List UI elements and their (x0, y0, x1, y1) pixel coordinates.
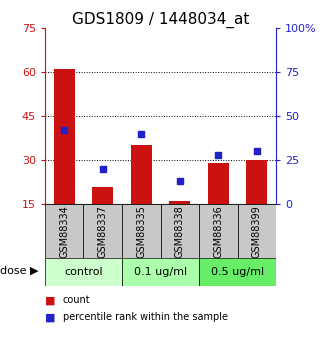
Bar (208, 163, 229, 204)
Point (216, 152, 221, 158)
Text: GSM88337: GSM88337 (98, 205, 108, 258)
Bar (54, 69, 75, 204)
Point (139, 131, 144, 136)
Text: dose ▶: dose ▶ (0, 266, 39, 276)
Bar (122, 204, 160, 258)
Text: GSM88338: GSM88338 (175, 205, 185, 257)
Text: control: control (64, 267, 103, 277)
Text: ■: ■ (45, 313, 56, 322)
Text: GSM88335: GSM88335 (136, 205, 146, 258)
Bar (122, 258, 199, 286)
Text: GSM88334: GSM88334 (59, 205, 69, 257)
Bar (131, 145, 152, 204)
Bar (45, 204, 83, 258)
Bar (169, 201, 190, 204)
Point (177, 179, 182, 184)
Bar (199, 204, 238, 258)
Text: percentile rank within the sample: percentile rank within the sample (63, 313, 228, 322)
Text: 0.5 ug/ml: 0.5 ug/ml (211, 267, 264, 277)
Text: ■: ■ (45, 295, 56, 305)
Point (254, 149, 259, 154)
Text: 0.1 ug/ml: 0.1 ug/ml (134, 267, 187, 277)
Bar (45, 258, 122, 286)
Bar (238, 204, 276, 258)
Point (62, 127, 67, 133)
Bar (83, 204, 122, 258)
Bar (160, 204, 199, 258)
Point (100, 166, 105, 172)
Text: GSM88336: GSM88336 (213, 205, 223, 257)
Text: count: count (63, 295, 90, 305)
Text: GSM88399: GSM88399 (252, 205, 262, 257)
Title: GDS1809 / 1448034_at: GDS1809 / 1448034_at (72, 11, 249, 28)
Bar (199, 258, 276, 286)
Bar (246, 160, 267, 204)
Bar (92, 187, 113, 204)
